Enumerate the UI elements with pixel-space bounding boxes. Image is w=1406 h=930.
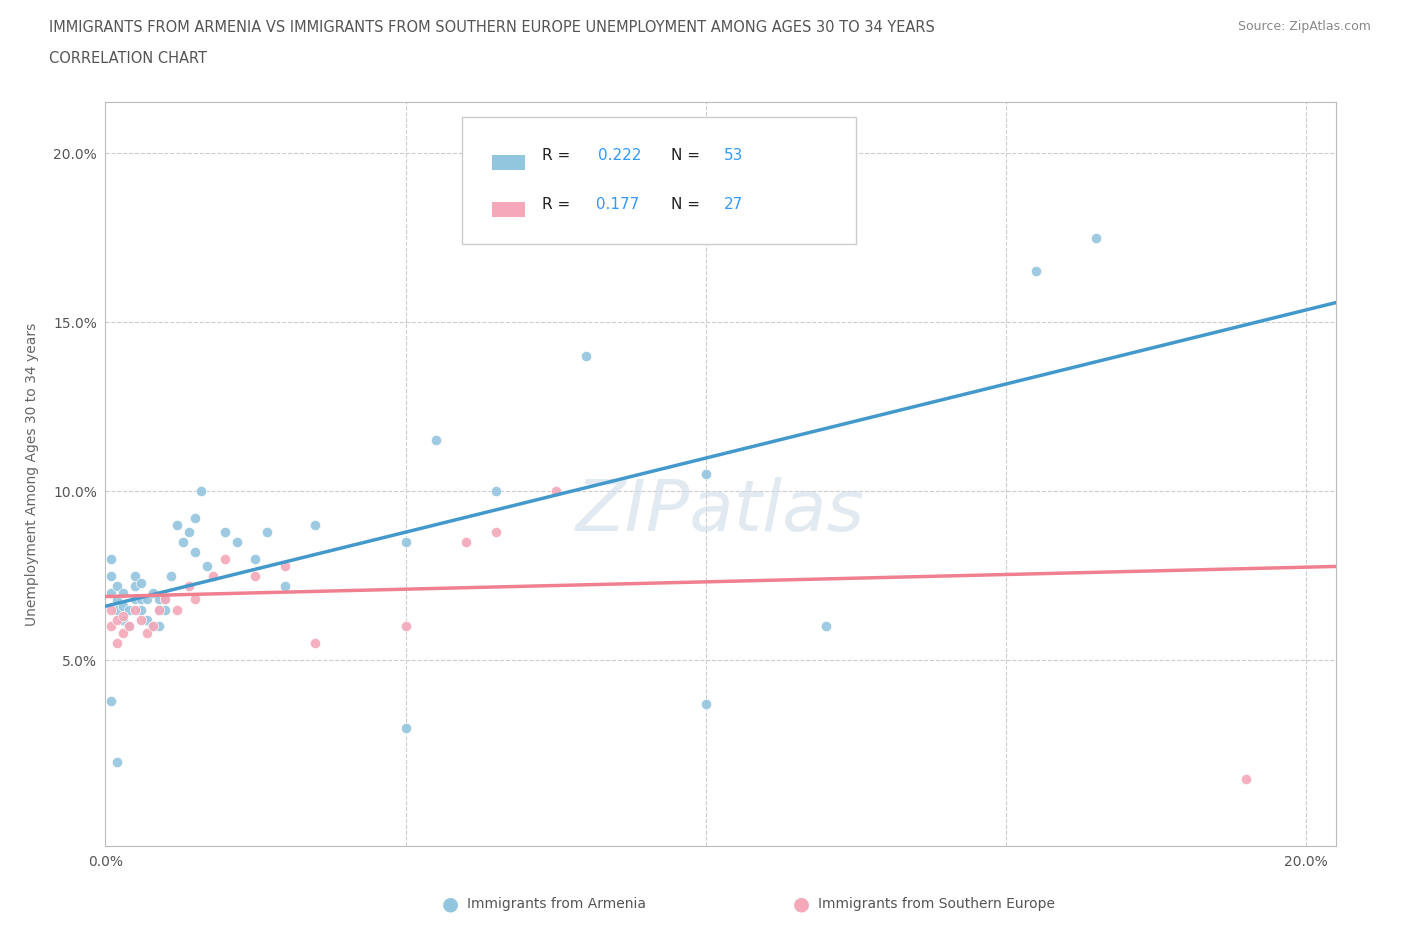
Point <box>107 612 129 627</box>
Point <box>107 602 129 617</box>
Text: R =: R = <box>543 149 575 164</box>
Point <box>166 602 188 617</box>
Point <box>118 619 141 634</box>
Point <box>136 626 159 641</box>
Point <box>124 568 146 583</box>
Point <box>274 558 297 573</box>
Point <box>179 525 201 539</box>
Point <box>148 602 170 617</box>
Text: N =: N = <box>672 197 706 212</box>
Point <box>142 619 165 634</box>
Text: Immigrants from Armenia: Immigrants from Armenia <box>467 897 645 911</box>
Text: IMMIGRANTS FROM ARMENIA VS IMMIGRANTS FROM SOUTHERN EUROPE UNEMPLOYMENT AMONG AG: IMMIGRANTS FROM ARMENIA VS IMMIGRANTS FR… <box>49 20 935 35</box>
Text: ●: ● <box>793 895 810 913</box>
Point <box>226 535 249 550</box>
Point <box>304 518 326 533</box>
Point <box>695 467 717 482</box>
Point <box>1234 771 1257 786</box>
Text: 0.177: 0.177 <box>592 197 640 212</box>
Point <box>394 721 416 736</box>
Point <box>574 349 596 364</box>
Point <box>245 551 267 566</box>
Point <box>100 602 122 617</box>
Point <box>124 578 146 593</box>
Point <box>425 433 447 448</box>
Point <box>136 612 159 627</box>
Point <box>100 551 122 566</box>
Text: Immigrants from Southern Europe: Immigrants from Southern Europe <box>818 897 1056 911</box>
FancyBboxPatch shape <box>492 155 524 170</box>
Point <box>184 511 207 525</box>
Point <box>131 612 153 627</box>
Point <box>256 525 278 539</box>
Point <box>184 592 207 607</box>
Point <box>166 518 188 533</box>
Text: CORRELATION CHART: CORRELATION CHART <box>49 51 207 66</box>
Point <box>695 697 717 711</box>
Point <box>148 602 170 617</box>
Point <box>605 230 627 245</box>
Point <box>172 535 194 550</box>
Text: 27: 27 <box>724 197 744 212</box>
Point <box>274 578 297 593</box>
Point <box>118 602 141 617</box>
Text: N =: N = <box>672 149 706 164</box>
Point <box>100 619 122 634</box>
FancyBboxPatch shape <box>492 203 524 217</box>
Point <box>112 609 135 624</box>
Point <box>131 602 153 617</box>
Point <box>160 568 183 583</box>
Text: ●: ● <box>441 895 458 913</box>
Point <box>107 578 129 593</box>
Point <box>190 484 212 498</box>
Point <box>214 551 236 566</box>
Point <box>394 535 416 550</box>
Point <box>394 619 416 634</box>
Point <box>1025 264 1047 279</box>
Point <box>124 602 146 617</box>
Point <box>112 612 135 627</box>
Point <box>112 626 135 641</box>
FancyBboxPatch shape <box>463 117 856 244</box>
Point <box>112 585 135 600</box>
Point <box>484 525 506 539</box>
Point <box>100 585 122 600</box>
Point <box>484 484 506 498</box>
Point <box>107 592 129 607</box>
Point <box>814 619 837 634</box>
Point <box>100 694 122 709</box>
Point <box>131 592 153 607</box>
Point <box>454 535 477 550</box>
Point <box>148 592 170 607</box>
Point <box>245 568 267 583</box>
Point <box>131 575 153 590</box>
Point <box>107 754 129 769</box>
Text: R =: R = <box>543 197 575 212</box>
Point <box>179 578 201 593</box>
Point <box>155 592 177 607</box>
Text: 0.222: 0.222 <box>598 149 641 164</box>
Point <box>142 619 165 634</box>
Text: Source: ZipAtlas.com: Source: ZipAtlas.com <box>1237 20 1371 33</box>
Point <box>107 636 129 651</box>
Point <box>142 585 165 600</box>
Point <box>100 568 122 583</box>
Point <box>124 592 146 607</box>
Point <box>1084 230 1107 245</box>
Point <box>155 592 177 607</box>
Point <box>214 525 236 539</box>
Point <box>112 599 135 614</box>
Point <box>118 619 141 634</box>
Point <box>148 619 170 634</box>
Point <box>304 636 326 651</box>
Point <box>197 558 219 573</box>
Point <box>544 484 567 498</box>
Point <box>184 545 207 560</box>
Y-axis label: Unemployment Among Ages 30 to 34 years: Unemployment Among Ages 30 to 34 years <box>25 323 39 626</box>
Point <box>202 568 225 583</box>
Point <box>155 602 177 617</box>
Text: ZIPatlas: ZIPatlas <box>576 477 865 546</box>
Text: 53: 53 <box>724 149 744 164</box>
Point <box>136 592 159 607</box>
